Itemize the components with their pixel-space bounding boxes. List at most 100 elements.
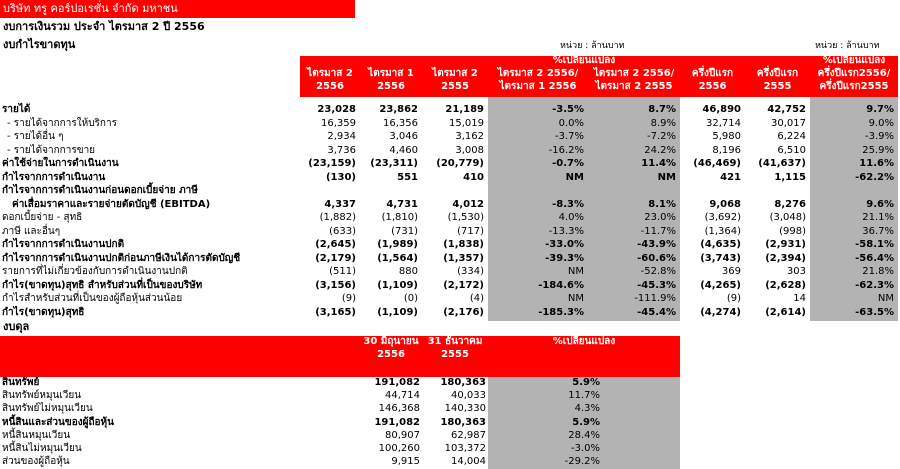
- cell-value: -13.3%: [548, 225, 584, 237]
- group-header: %เปลี่ยนแปลง: [552, 55, 616, 66]
- cell-value: (2,628): [765, 279, 806, 291]
- column-header: 2555: [763, 81, 792, 92]
- cell-value: (9): [341, 293, 356, 304]
- cell-value: 46,890: [702, 104, 741, 115]
- cell-value: (2,614): [765, 306, 806, 318]
- cell-value: (1,564): [377, 252, 418, 264]
- cell-value: (633): [329, 225, 356, 237]
- cell-value: (1,530): [447, 212, 484, 223]
- cell-value: (998): [779, 225, 806, 237]
- cell-value: 9,068: [709, 198, 741, 210]
- row-label: ดอกเบี้ยจ่าย - สุทธิ: [2, 212, 83, 223]
- cell-value: NM: [567, 293, 584, 304]
- cell-value: 4.0%: [558, 212, 584, 223]
- cell-value: 4.3%: [574, 403, 600, 415]
- row-label: หนี้สินและส่วนของผู้ถือหุ้น: [2, 416, 114, 428]
- cell-value: (20,779): [436, 158, 484, 169]
- cell-value: 3,008: [455, 144, 484, 156]
- row-label: กำไรจากการดำเนินงานก่อนดอกเบี้ยจ่าย ภาษี: [2, 185, 198, 196]
- cell-value: (0): [403, 293, 418, 304]
- cell-value: 191,082: [374, 416, 420, 428]
- cell-value: 36.7%: [862, 225, 894, 237]
- cell-value: -60.6%: [637, 252, 676, 264]
- header-band: [300, 56, 898, 97]
- row-label: กำไรจากการดำเนินงาน: [2, 171, 106, 183]
- cell-value: -63.5%: [855, 306, 894, 318]
- column-header: ไตรมาส 2 2556/: [593, 68, 675, 79]
- cell-value: (334): [457, 266, 484, 277]
- cell-value: (23,159): [308, 158, 356, 169]
- cell-value: (731): [391, 225, 418, 237]
- cell-value: 40,033: [451, 390, 486, 402]
- cell-value: 23.0%: [644, 212, 676, 223]
- column-header: ไตรมาส 1: [368, 68, 414, 79]
- cell-value: 23,862: [379, 104, 418, 115]
- section-title: งบกำไรขาดทุน: [3, 38, 76, 51]
- cell-value: -0.7%: [552, 158, 584, 169]
- cell-value: (511): [329, 266, 356, 277]
- cell-value: -29.2%: [564, 456, 600, 468]
- cell-value: (41,637): [758, 158, 806, 169]
- cell-value: (23,311): [370, 158, 418, 169]
- cell-value: 8.9%: [650, 117, 676, 129]
- cell-value: -52.8%: [640, 266, 676, 277]
- cell-value: 80,907: [385, 429, 420, 441]
- section-title: งบดุล: [3, 320, 30, 333]
- cell-value: 180,363: [440, 416, 486, 428]
- column-header: ครึ่งปีแรก2555: [819, 81, 889, 92]
- cell-value: (1,882): [319, 212, 356, 223]
- cell-value: 551: [397, 171, 418, 183]
- cell-value: -3.9%: [864, 131, 894, 142]
- column-header: 2556: [377, 349, 405, 360]
- cell-value: 42,752: [767, 104, 806, 115]
- cell-value: (2,179): [315, 252, 356, 264]
- cell-value: 6,224: [777, 131, 806, 142]
- cell-value: 3,046: [389, 131, 418, 142]
- cell-value: 11.6%: [859, 158, 894, 169]
- cell-value: 21.1%: [862, 212, 894, 223]
- column-header: ไตรมาส 2: [432, 68, 478, 79]
- column-header: 2556: [698, 81, 727, 92]
- row-label: ส่วนของผู้ถือหุ้น: [2, 456, 70, 468]
- cell-value: (1,109): [377, 306, 418, 318]
- cell-value: 8.1%: [648, 198, 676, 210]
- cell-value: 9.0%: [868, 117, 894, 129]
- column-header: ครึ่งปีแรก: [691, 68, 734, 79]
- cell-value: (3,743): [700, 252, 741, 264]
- cell-value: 30,017: [771, 117, 806, 129]
- cell-value: -3.0%: [570, 443, 600, 454]
- row-label: สินทรัพย์: [2, 377, 40, 388]
- column-header: 31 ธันวาคม: [427, 336, 483, 347]
- row-label: ภาษี และอื่นๆ: [2, 225, 61, 237]
- cell-value: (3,692): [704, 212, 741, 223]
- cell-value: 32,714: [706, 117, 741, 129]
- cell-value: -16.2%: [548, 144, 584, 156]
- header-band: [0, 336, 680, 377]
- cell-value: 9.7%: [866, 104, 894, 115]
- row-label: หนี้สินหมุนเวียน: [2, 429, 71, 441]
- cell-value: 8.7%: [648, 104, 676, 115]
- cell-value: 4,460: [389, 144, 418, 156]
- column-header: ครึ่งปีแรก2556/: [817, 68, 891, 79]
- row-label: กำไรสำหรับส่วนที่เป็นของผู้ถือหุ้นส่วนน้…: [2, 293, 183, 304]
- cell-value: 11.4%: [641, 158, 676, 169]
- cell-value: 5,980: [712, 131, 741, 142]
- cell-value: -184.6%: [538, 279, 584, 291]
- row-label: หนี้สินไม่หมุนเวียน: [2, 443, 82, 454]
- cell-value: 6,510: [777, 144, 806, 156]
- shade: [488, 377, 680, 469]
- cell-value: (717): [457, 225, 484, 237]
- cell-value: (3,165): [315, 306, 356, 318]
- cell-value: (1,810): [381, 212, 418, 223]
- cell-value: (2,172): [443, 279, 484, 291]
- cell-value: (1,838): [443, 239, 484, 250]
- cell-value: -11.7%: [640, 225, 676, 237]
- cell-value: -3.7%: [554, 131, 584, 142]
- row-label: ค่าเสื่อมราคาและรายจ่ายตัดบัญชี (EBITDA): [12, 198, 211, 210]
- cell-value: (2,931): [765, 239, 806, 250]
- cell-value: 4,012: [452, 198, 484, 210]
- shade: [810, 97, 898, 321]
- row-label: รายได้: [2, 104, 31, 115]
- cell-value: NM: [657, 171, 676, 183]
